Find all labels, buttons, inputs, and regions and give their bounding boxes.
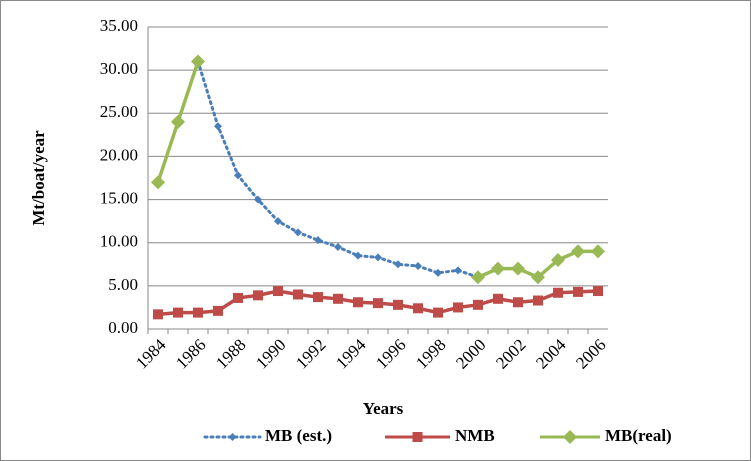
y-tick-label: 30.00	[100, 59, 138, 78]
marker	[394, 260, 402, 269]
marker	[551, 252, 565, 267]
y-tick-label: 10.00	[100, 232, 138, 251]
legend-marker	[228, 433, 237, 441]
legend-marker	[563, 430, 577, 444]
y-tick-label: 0.00	[108, 318, 138, 337]
marker	[233, 292, 243, 303]
marker	[553, 287, 563, 298]
marker	[274, 217, 282, 226]
marker	[453, 302, 463, 313]
marker	[254, 195, 262, 204]
marker	[491, 261, 505, 276]
marker	[353, 297, 363, 308]
legend-marker	[412, 432, 423, 442]
marker	[493, 293, 503, 304]
marker	[253, 290, 263, 301]
marker	[571, 244, 585, 259]
marker	[293, 289, 303, 300]
marker	[414, 262, 422, 271]
y-tick-label: 25.00	[100, 102, 138, 121]
legend-label: MB(real)	[605, 426, 672, 445]
marker	[374, 253, 382, 262]
marker	[471, 270, 485, 285]
marker	[173, 307, 183, 318]
x-axis-label: Years	[363, 399, 404, 418]
marker	[213, 305, 223, 316]
marker	[454, 266, 462, 275]
marker	[234, 171, 242, 180]
marker	[334, 243, 342, 252]
marker	[193, 307, 203, 318]
marker	[313, 292, 323, 303]
marker	[434, 268, 442, 277]
legend-label: NMB	[455, 426, 495, 445]
marker	[333, 293, 343, 304]
marker	[433, 307, 443, 318]
marker	[511, 261, 525, 276]
marker	[171, 114, 185, 129]
marker	[513, 297, 523, 308]
y-axis-label: Mt/boat/year	[29, 130, 48, 226]
marker	[153, 309, 163, 320]
series	[151, 54, 605, 285]
marker	[533, 295, 543, 306]
marker	[373, 298, 383, 309]
marker	[393, 299, 403, 310]
marker	[191, 54, 205, 69]
marker	[151, 175, 165, 190]
legend-label: MB (est.)	[265, 426, 332, 445]
marker	[294, 228, 302, 237]
marker	[473, 299, 483, 310]
marker	[273, 286, 283, 297]
marker	[354, 251, 362, 260]
y-tick-label: 20.00	[100, 145, 138, 164]
marker	[591, 244, 605, 259]
y-tick-label: 5.00	[108, 275, 138, 294]
marker	[593, 286, 603, 297]
marker	[214, 122, 222, 131]
marker	[413, 303, 423, 314]
series	[153, 286, 603, 320]
y-tick-label: 15.00	[100, 188, 138, 207]
marker	[573, 286, 583, 297]
marker	[531, 270, 545, 285]
marker	[314, 236, 322, 245]
y-tick-label: 35.00	[100, 16, 138, 35]
